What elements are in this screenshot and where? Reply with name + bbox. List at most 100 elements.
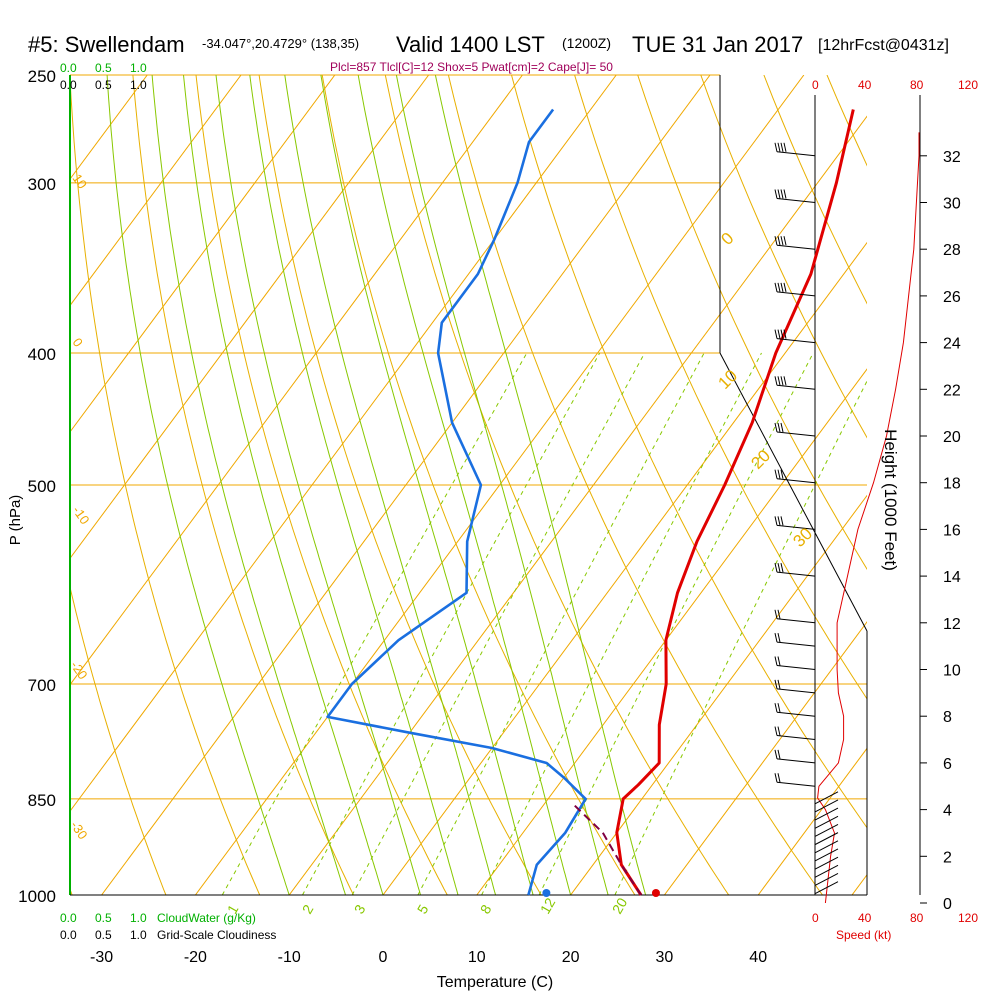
mixing-ratio-line [221,352,528,895]
cloudiness-scale-2: 1.0 [130,928,147,942]
sounding-series [326,108,855,897]
wind-barbs [774,132,920,904]
wind-barb-low [814,815,839,829]
x-axis-title: Temperature (C) [437,974,553,991]
mixing-ratio-label-5: 12 [537,895,559,917]
cloud-top-green-2: 1.0 [130,61,147,75]
wind-barb-feather [777,656,781,666]
wind-barb-feather [777,516,781,526]
wind-barb-feather [777,329,781,339]
isotherm [70,75,617,813]
wind-barb-feather [774,633,778,643]
isotherm [70,75,523,686]
isotherm [663,621,867,895]
cloudiness-scale-0: 0.0 [60,928,77,942]
height-tick-8: 16 [943,522,961,539]
dry-adiabat [574,75,867,700]
surface-temperature-dot [651,889,660,897]
wind-barb-feather [777,773,781,783]
wind-barb-staff [776,735,816,741]
isotherm [476,368,867,895]
wind-barb-staff [776,758,816,764]
cloudiness-scale-1: 0.5 [95,928,112,942]
wind-barb-feather [783,142,787,152]
wind-barb-feather [780,329,784,339]
cloud-top-black-0: 0.0 [60,78,77,92]
pressure-tick-5: 850 [28,791,56,810]
speed-bot-3: 120 [958,911,978,925]
wind-barb-feather [774,703,778,713]
temp-tick-2: -10 [278,949,301,966]
wind-barb-feather [777,679,781,689]
cloud-scale-bottom: 0.0 0.5 1.0 CloudWater (g/Kg) 0.0 0.5 1.… [60,911,276,942]
wind-barb-feather [783,282,787,293]
height-tick-13: 26 [943,289,961,306]
speed-bot-1: 40 [858,911,872,925]
speed-top-1: 40 [858,78,872,92]
cloud-top-green-1: 0.5 [95,61,112,75]
wind-barb-low [814,840,839,854]
moist-adiabat [249,75,459,895]
speed-top-3: 120 [958,78,978,92]
speed-bot-2: 80 [910,911,924,925]
series-line-dewpoint [326,108,587,896]
pressure-tick-6: 1000 [18,887,56,906]
speed-top-2: 80 [910,78,924,92]
wind-barb-feather [774,562,778,573]
wind-barb-low [814,807,839,821]
wind-barb-low [814,856,839,870]
wind-barb-feather [774,189,778,199]
speed-scale: 0 40 80 120 0 40 80 120 Speed (kt) [812,78,978,942]
moist-adiabat [106,75,290,895]
wind-barb-low [814,832,839,846]
wind-barb-feather [780,142,784,152]
height-tick-9: 18 [943,476,961,493]
height-tick-1: 2 [943,849,952,866]
surface-dewpoint-dot [542,889,551,897]
diagonal-edge [719,352,868,632]
wind-barb-staff [776,198,816,203]
dry-adiabat [447,75,824,895]
cloudwater-scale-1: 0.5 [95,911,112,925]
mixing-ratio-line [351,352,646,895]
wind-barb-feather [774,749,778,760]
wind-barb-feather [780,376,784,386]
moist-adiabat [395,75,609,895]
dry-adiabat [70,75,261,895]
isotherm [757,747,867,895]
cloud-top-green-0: 0.0 [60,61,77,75]
isotherm [288,115,867,895]
cloudwater-scale-0: 0.0 [60,911,77,925]
indices-line: Plcl=857 Tlcl[C]=12 Shox=5 Pwat[cm]=2 Ca… [330,60,613,74]
station-title: #5: Swellendam [28,32,185,57]
wind-barb-staff [776,478,816,484]
cloud-top-black-2: 1.0 [130,78,147,92]
moist-adiabat [320,75,534,895]
height-tick-12: 24 [943,336,961,353]
wind-barb-feather [780,236,784,246]
isotherm [382,241,867,895]
moist-adiabat [357,75,572,895]
height-tick-2: 4 [943,803,952,820]
isotherm [570,494,867,895]
wind-barb-feather [777,236,781,246]
wind-barb-feather [780,422,784,433]
wind-barb-feather [774,422,778,433]
temp-tick-4: 10 [468,949,486,966]
wind-barb-feather [774,142,778,152]
pressure-tick-3: 500 [28,477,56,496]
moist-adiabat [284,75,497,895]
wind-barb-feather [777,633,781,643]
wind-barb-feather [777,726,781,736]
wind-barb-feather [780,189,784,199]
wind-barb-feather [777,469,781,479]
mixing-ratio-line [538,352,814,895]
isotherm [194,75,805,895]
wind-barb-feather [780,469,784,479]
wind-barb-low [814,864,839,878]
wind-barb-feather [780,282,784,293]
temp-tick-1: -20 [184,949,207,966]
cloudwater-scale-2: 1.0 [130,911,147,925]
wind-barb-staff [776,151,816,157]
